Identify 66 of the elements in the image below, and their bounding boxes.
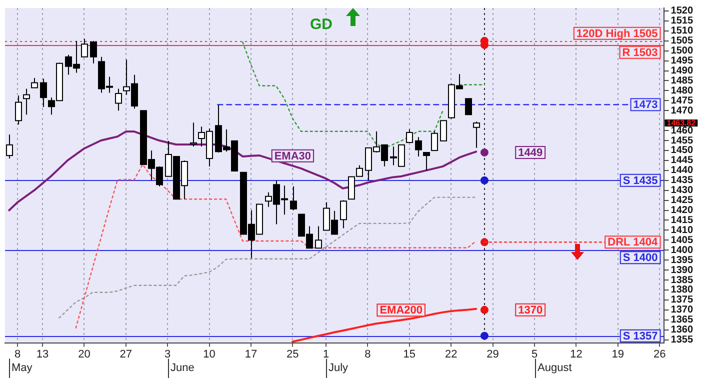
y-tick-label: 1480	[670, 85, 694, 96]
text: 1463.82	[666, 118, 696, 128]
text: May	[12, 362, 33, 374]
series-label: EMA200	[380, 304, 422, 317]
y-tick-label: 1395	[670, 254, 694, 266]
y-tick-label: 1365	[670, 314, 694, 326]
y-tick-label: 1445	[670, 155, 694, 166]
annotation: 1449	[518, 147, 543, 160]
x-tick-label: 19	[612, 348, 624, 360]
x-tick-label: 12	[570, 348, 582, 360]
text: July	[328, 362, 349, 374]
x-tick-label: 29	[486, 348, 499, 360]
y-tick-label: 1450	[670, 145, 694, 156]
y-tick-label: 1385	[670, 274, 694, 286]
ref-line-label: S 1435	[622, 174, 658, 187]
y-tick-label: 1435	[670, 175, 694, 186]
y-tick-label: 1455	[670, 135, 694, 146]
y-tick-label: 1500	[670, 46, 694, 57]
y-tick-label: 1390	[670, 264, 694, 276]
x-tick-label: 1	[322, 348, 330, 360]
x-tick-label: 8	[364, 348, 371, 360]
text: June	[170, 362, 194, 374]
x-tick-label: 22	[444, 348, 458, 360]
y-tick-label: 1375	[670, 294, 694, 306]
x-tick-label: 15	[403, 348, 416, 360]
ref-line-label: S 1357	[622, 330, 658, 342]
annotation: DRL 1404	[608, 236, 658, 249]
series-label: EMA30	[274, 150, 312, 162]
x-tick-label: 8	[14, 348, 21, 360]
x-tick-label: 10	[203, 348, 216, 360]
x-tick-label: 25	[286, 348, 299, 360]
y-tick-label: 1495	[670, 56, 694, 67]
ref-line-label: 120D High 1505	[576, 28, 658, 40]
annotation: 1370	[518, 304, 543, 316]
y-tick-label: 1490	[670, 66, 694, 77]
y-tick-label: 1360	[670, 324, 694, 336]
x-tick-label: 5	[531, 348, 538, 360]
y-tick-label: 1520	[670, 6, 694, 17]
y-tick-label: 1425	[670, 195, 694, 206]
x-tick-label: 26	[653, 348, 666, 360]
ref-line-label: R 1503	[622, 46, 658, 59]
y-tick-label: 1485	[670, 75, 694, 86]
text: August	[538, 362, 572, 374]
y-tick-label: 1475	[670, 95, 694, 106]
x-tick-label: 3	[164, 348, 171, 360]
y-tick-label: 1355	[670, 334, 694, 346]
y-tick-label: 1510	[670, 26, 694, 37]
x-tick-label: 20	[78, 348, 90, 360]
y-tick-label: 1410	[670, 224, 694, 236]
y-tick-label: 1505	[670, 36, 694, 47]
ref-line-label: S 1400	[622, 252, 658, 264]
y-tick-label: 1420	[670, 205, 694, 216]
y-tick-label: 1380	[670, 284, 694, 296]
y-tick-label: 1400	[670, 244, 694, 256]
x-tick-label: 13	[36, 348, 49, 360]
y-tick-label: 1370	[670, 304, 694, 316]
x-tick-label: 27	[120, 348, 132, 360]
y-tick-label: 1430	[670, 185, 694, 196]
x-tick-label: 17	[244, 348, 258, 360]
y-tick-label: 1415	[670, 214, 694, 226]
y-tick-label: 1440	[670, 165, 694, 176]
annotation: GD	[310, 16, 333, 34]
y-tick-label: 1515	[670, 16, 694, 27]
y-tick-label: 1405	[670, 234, 694, 246]
y-tick-label: 1470	[670, 105, 694, 116]
y-tick-label: 1460	[670, 125, 694, 136]
